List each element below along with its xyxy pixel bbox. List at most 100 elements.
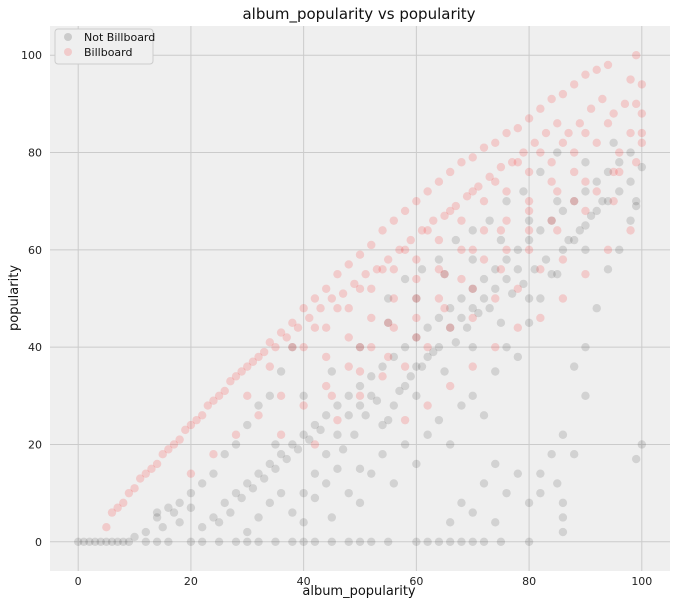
point-not-billboard bbox=[445, 323, 455, 332]
point-billboard bbox=[152, 459, 162, 469]
point-billboard bbox=[513, 323, 523, 332]
point-billboard bbox=[400, 206, 410, 216]
point-not-billboard bbox=[254, 537, 263, 547]
x-tick-label: 60 bbox=[409, 575, 423, 588]
x-tick-label: 40 bbox=[297, 575, 311, 588]
point-billboard bbox=[440, 211, 449, 220]
point-not-billboard bbox=[524, 294, 534, 303]
point-billboard bbox=[592, 65, 601, 74]
point-not-billboard bbox=[231, 537, 241, 547]
point-billboard bbox=[451, 201, 461, 211]
point-not-billboard bbox=[547, 450, 556, 459]
point-billboard bbox=[603, 60, 613, 70]
point-not-billboard bbox=[124, 537, 134, 547]
point-not-billboard bbox=[615, 158, 624, 167]
point-not-billboard bbox=[558, 245, 568, 255]
point-billboard bbox=[412, 196, 421, 206]
point-billboard bbox=[631, 50, 641, 60]
point-not-billboard bbox=[400, 440, 410, 449]
point-not-billboard bbox=[592, 206, 601, 216]
point-billboard bbox=[575, 119, 585, 128]
point-billboard bbox=[338, 289, 348, 298]
point-not-billboard bbox=[457, 313, 466, 323]
point-not-billboard bbox=[530, 265, 539, 274]
point-billboard bbox=[412, 255, 421, 264]
point-not-billboard bbox=[186, 503, 196, 512]
point-billboard bbox=[395, 245, 404, 255]
point-billboard bbox=[502, 216, 511, 225]
point-not-billboard bbox=[361, 411, 370, 420]
point-not-billboard bbox=[558, 498, 568, 508]
point-not-billboard bbox=[288, 508, 297, 517]
point-not-billboard bbox=[631, 201, 641, 211]
point-not-billboard bbox=[496, 537, 506, 547]
point-billboard bbox=[299, 342, 308, 352]
point-not-billboard bbox=[406, 372, 415, 381]
point-billboard bbox=[457, 158, 466, 167]
point-billboard bbox=[355, 284, 365, 293]
point-not-billboard bbox=[445, 440, 455, 449]
point-billboard bbox=[327, 294, 337, 303]
point-not-billboard bbox=[564, 235, 573, 245]
point-billboard bbox=[367, 240, 376, 250]
point-billboard bbox=[355, 391, 365, 401]
point-not-billboard bbox=[581, 187, 590, 196]
point-not-billboard bbox=[214, 537, 224, 547]
point-not-billboard bbox=[536, 167, 545, 177]
point-billboard bbox=[378, 372, 387, 381]
point-billboard bbox=[310, 294, 320, 303]
point-billboard bbox=[288, 318, 297, 328]
point-not-billboard bbox=[457, 537, 466, 547]
point-not-billboard bbox=[491, 518, 500, 527]
point-billboard bbox=[209, 396, 218, 405]
point-billboard bbox=[569, 167, 579, 177]
point-not-billboard bbox=[457, 401, 466, 410]
point-not-billboard bbox=[248, 484, 258, 493]
point-not-billboard bbox=[485, 304, 494, 313]
point-not-billboard bbox=[186, 488, 196, 498]
point-not-billboard bbox=[519, 187, 528, 196]
point-not-billboard bbox=[468, 255, 477, 264]
point-not-billboard bbox=[355, 342, 365, 352]
point-billboard bbox=[344, 260, 353, 269]
x-axis-label: album_popularity bbox=[302, 584, 416, 599]
point-not-billboard bbox=[333, 401, 342, 410]
point-not-billboard bbox=[79, 537, 89, 547]
point-billboard bbox=[569, 80, 579, 89]
legend: Not Billboard Billboard bbox=[54, 28, 155, 65]
point-not-billboard bbox=[581, 158, 590, 167]
point-not-billboard bbox=[378, 362, 387, 371]
y-tick-label: 80 bbox=[28, 147, 42, 160]
point-not-billboard bbox=[293, 445, 303, 454]
point-billboard bbox=[367, 313, 376, 323]
point-not-billboard bbox=[276, 488, 286, 498]
point-not-billboard bbox=[581, 221, 590, 230]
point-billboard bbox=[333, 269, 342, 279]
point-not-billboard bbox=[321, 411, 331, 420]
point-billboard bbox=[147, 464, 156, 474]
point-not-billboard bbox=[395, 386, 404, 396]
point-not-billboard bbox=[440, 269, 449, 279]
legend-label-not-billboard: Not Billboard bbox=[84, 31, 155, 44]
point-not-billboard bbox=[152, 513, 162, 522]
legend-box bbox=[54, 28, 154, 65]
point-not-billboard bbox=[355, 401, 365, 410]
point-not-billboard bbox=[468, 508, 477, 517]
point-billboard bbox=[462, 192, 472, 201]
point-billboard bbox=[243, 362, 252, 371]
point-not-billboard bbox=[113, 537, 122, 547]
point-billboard bbox=[417, 226, 427, 235]
point-billboard bbox=[502, 128, 511, 138]
point-not-billboard bbox=[152, 537, 162, 547]
point-not-billboard bbox=[507, 289, 517, 298]
point-not-billboard bbox=[389, 479, 399, 488]
point-not-billboard bbox=[445, 518, 455, 527]
point-billboard bbox=[333, 304, 342, 313]
point-not-billboard bbox=[434, 255, 444, 264]
point-billboard bbox=[519, 148, 528, 157]
point-billboard bbox=[130, 484, 139, 493]
point-not-billboard bbox=[479, 274, 489, 284]
point-billboard bbox=[496, 265, 506, 274]
point-billboard bbox=[389, 294, 399, 303]
chart-title: album_popularity vs popularity bbox=[242, 5, 475, 24]
